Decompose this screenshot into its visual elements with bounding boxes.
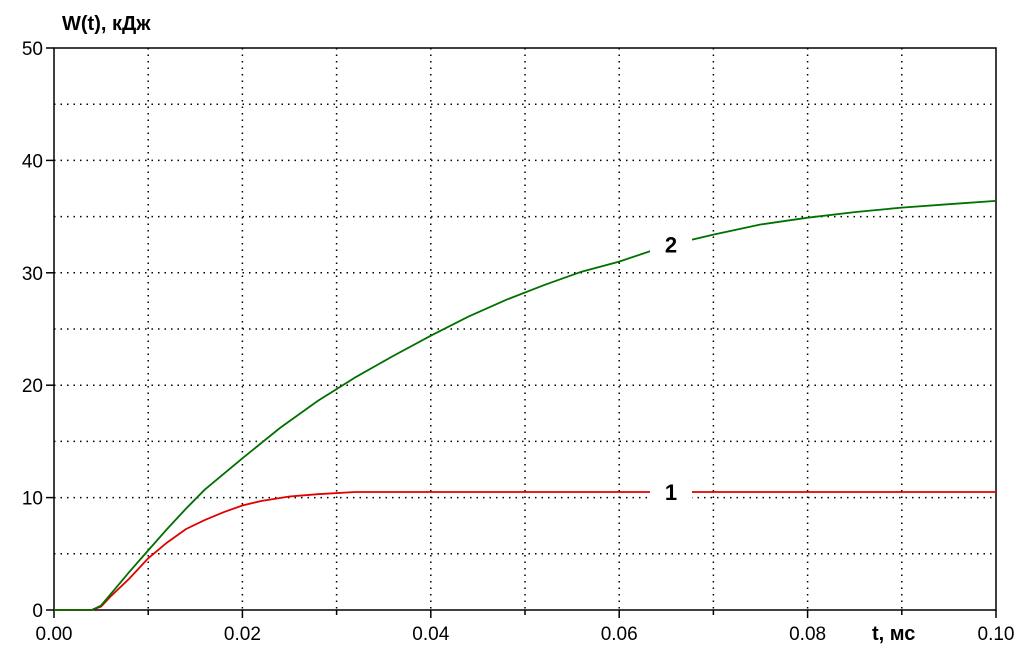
x-axis-title-background [862,616,952,645]
x-tick-label: 0.02 [224,624,261,645]
grid-lines [54,48,996,610]
x-tick-label: 0.08 [789,624,826,645]
y-tick-label: 40 [22,151,43,172]
series-label-1: 1 [665,480,677,505]
series-label-background [650,230,693,257]
series-label-2: 2 [665,233,677,258]
x-tick-label: 0.10 [978,624,1015,645]
axis-ticks: 0 10 20 30 40 50 0.00 0.02 0.04 0.06 0.08 0.10 [22,39,1015,645]
series-lines [54,200,997,611]
series-labels: 12 [650,230,693,505]
y-axis-title: W(t), кДж [62,13,151,35]
series-label-background [650,477,693,504]
y-tick-label: 30 [22,264,43,285]
series-line-2 [54,200,997,611]
y-tick-label: 10 [22,489,43,510]
x-tick-label: 0.00 [36,624,73,645]
y-tick-label: 50 [22,39,43,60]
x-tick-label: 0.06 [601,624,638,645]
y-tick-label: 20 [22,376,43,397]
series-line-1 [54,491,996,611]
x-tick-label: 0.04 [412,624,449,645]
x-axis-title: t, мс [872,623,915,645]
y-tick-label: 0 [32,601,43,622]
